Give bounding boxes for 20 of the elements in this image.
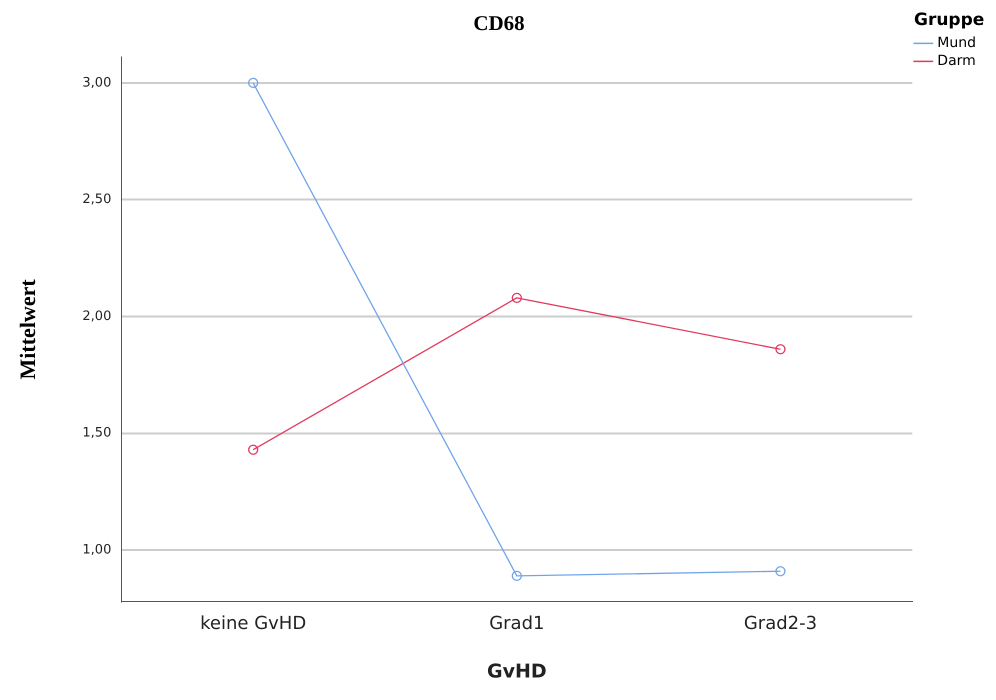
point bbox=[775, 566, 786, 576]
point bbox=[248, 444, 258, 455]
legend-label: Mund bbox=[937, 35, 976, 52]
x-tick-label: Grad1 bbox=[489, 613, 544, 634]
point bbox=[248, 78, 258, 88]
legend-title: Gruppe bbox=[914, 10, 984, 30]
x-tick-label: keine GvHD bbox=[200, 613, 306, 634]
legend-label: Darm bbox=[937, 53, 976, 70]
y-tick-label: 3,00 bbox=[82, 75, 112, 90]
y-tick-label: 1,00 bbox=[82, 542, 112, 558]
y-tick-label: 2,00 bbox=[82, 308, 112, 324]
point bbox=[512, 570, 522, 582]
y-tick-label: 2,50 bbox=[82, 192, 112, 208]
y-axis-title: Mittelwert bbox=[14, 278, 40, 380]
chart-title: CD68 bbox=[473, 11, 525, 36]
y-tick-label: 1,50 bbox=[82, 426, 112, 441]
x-axis-title: GvHD bbox=[486, 660, 547, 683]
point bbox=[512, 292, 522, 304]
point bbox=[775, 344, 786, 354]
x-tick-label: Grad2-3 bbox=[744, 613, 818, 634]
